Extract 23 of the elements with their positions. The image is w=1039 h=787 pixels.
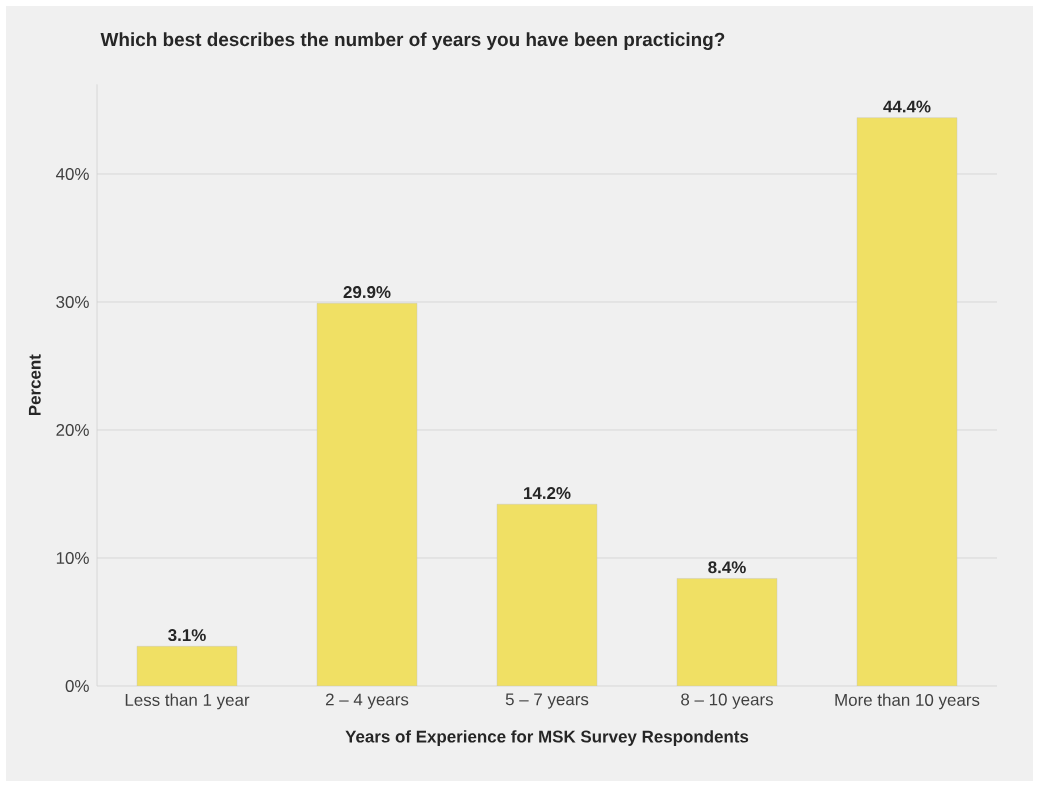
chart-title: Which best describes the number of years you have been practicing?	[100, 32, 725, 50]
x-tick-label: 8 – 10 years	[681, 693, 773, 709]
x-tick-label: 5 – 7 years	[505, 693, 589, 709]
y-tick-label: 0%	[65, 679, 89, 692]
y-tick-label: 40%	[55, 167, 89, 180]
y-tick-label: 10%	[56, 551, 89, 564]
x-tick-label: Less than 1 year	[125, 693, 250, 710]
y-tick-label: 20%	[56, 423, 89, 436]
bar	[496, 504, 598, 686]
y-tick-label: 30%	[56, 295, 89, 308]
data-label: 44.4%	[883, 100, 931, 113]
data-label: 29.9%	[343, 286, 391, 299]
data-label: 14.2%	[524, 487, 571, 500]
bar	[856, 117, 958, 686]
x-axis-title: Years of Experience for MSK Survey Respondents	[345, 730, 749, 746]
data-label: 8.4%	[708, 561, 746, 574]
y-axis-title: Percent	[28, 354, 41, 416]
bar	[316, 303, 418, 686]
x-tick-label: More than 10 years	[835, 693, 980, 710]
bar	[676, 578, 778, 686]
data-label: 3.1%	[168, 629, 206, 642]
x-tick-label: 2 – 4 years	[325, 693, 409, 709]
bar	[136, 646, 238, 686]
